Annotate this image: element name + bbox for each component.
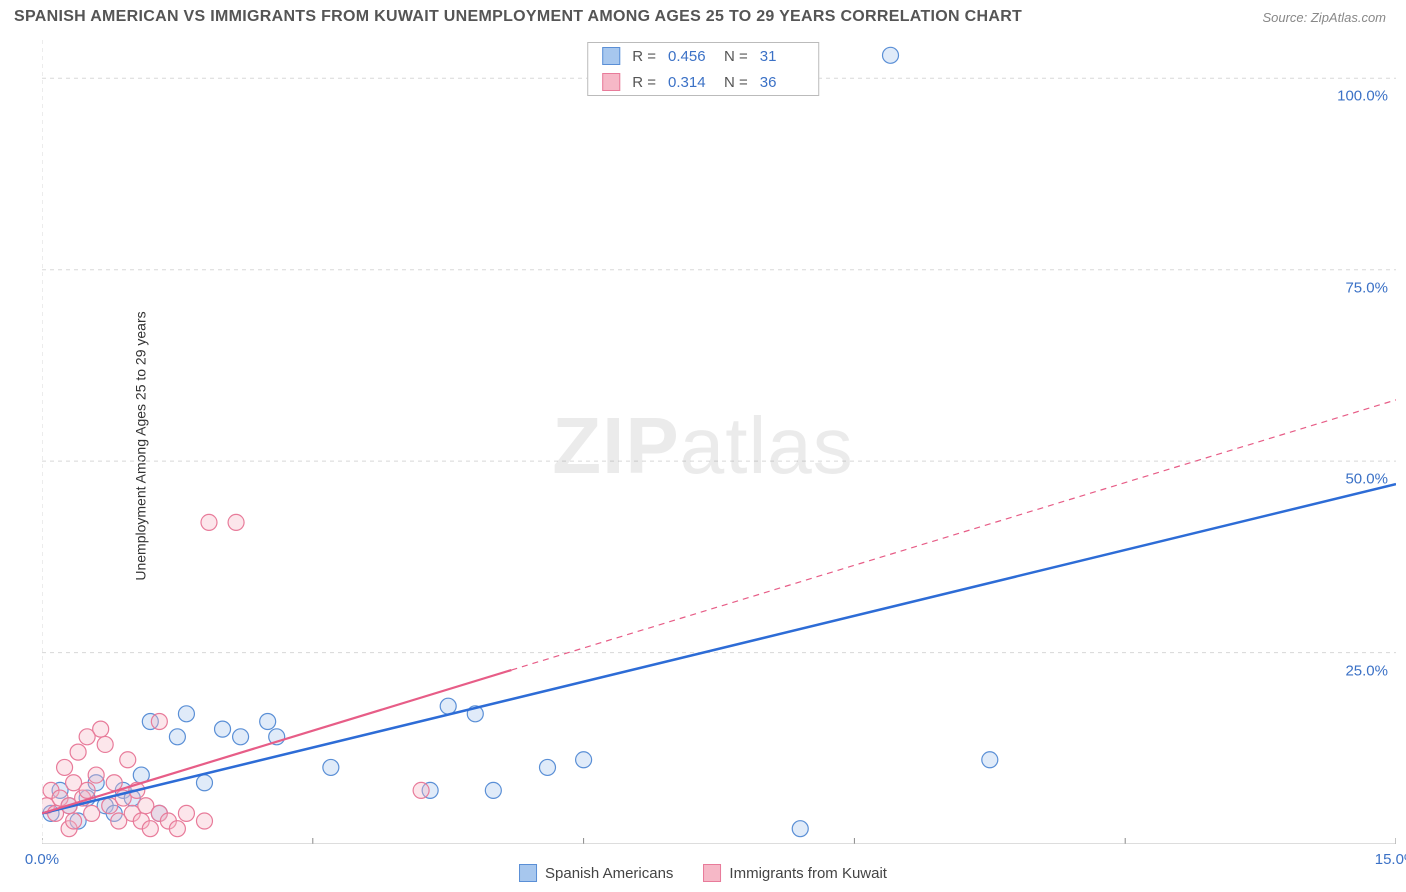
n-value: 36 [760, 74, 804, 91]
swatch-icon [519, 864, 537, 882]
x-tick-label: 0.0% [25, 851, 59, 868]
r-label: R = [632, 74, 656, 91]
legend-item: Immigrants from Kuwait [703, 864, 887, 882]
legend-label: Spanish Americans [545, 865, 673, 882]
swatch-icon [602, 73, 620, 91]
r-value: 0.456 [668, 48, 712, 65]
y-tick-label: 100.0% [1337, 88, 1388, 105]
n-value: 31 [760, 48, 804, 65]
swatch-icon [703, 864, 721, 882]
n-label: N = [724, 74, 748, 91]
correlation-legend: R = 0.456 N = 31 R = 0.314 N = 36 [587, 42, 819, 96]
legend-item: Spanish Americans [519, 864, 673, 882]
swatch-icon [602, 47, 620, 65]
x-tick-label: 15.0% [1375, 851, 1406, 868]
legend-label: Immigrants from Kuwait [729, 865, 887, 882]
n-label: N = [724, 48, 748, 65]
y-tick-label: 25.0% [1345, 662, 1388, 679]
header-bar: SPANISH AMERICAN VS IMMIGRANTS FROM KUWA… [0, 0, 1406, 34]
source-text: Source: ZipAtlas.com [1262, 10, 1386, 25]
legend-row: R = 0.456 N = 31 [588, 43, 818, 69]
r-label: R = [632, 48, 656, 65]
legend-row: R = 0.314 N = 36 [588, 69, 818, 95]
scatter-chart [42, 40, 1396, 844]
chart-title: SPANISH AMERICAN VS IMMIGRANTS FROM KUWA… [14, 8, 1022, 26]
y-tick-label: 50.0% [1345, 471, 1388, 488]
y-tick-label: 75.0% [1345, 279, 1388, 296]
series-legend: Spanish Americans Immigrants from Kuwait [519, 864, 887, 882]
r-value: 0.314 [668, 74, 712, 91]
